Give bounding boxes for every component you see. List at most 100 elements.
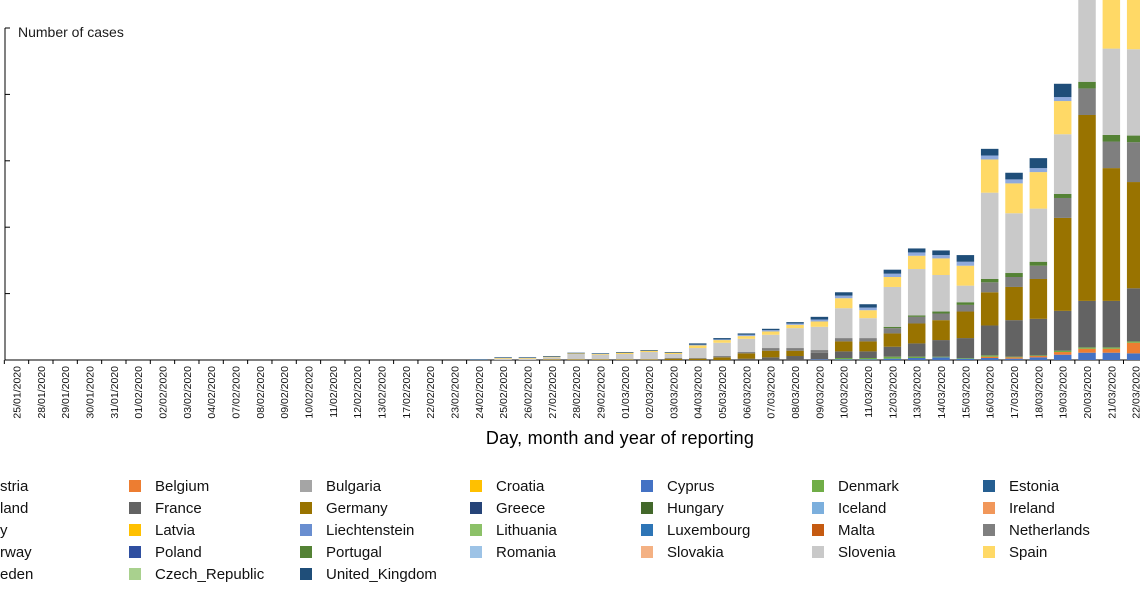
- legend-label: Poland: [155, 543, 202, 561]
- bar-segment-sweden-35: [834, 295, 853, 299]
- bar-segment-germany-39: [932, 320, 950, 341]
- legend-swatch: [129, 524, 141, 536]
- legend-item-austria: stria: [0, 475, 28, 497]
- bar-segment-germany-26: [616, 359, 634, 360]
- bar-segment-germany-38: [907, 323, 926, 344]
- legend-label: Denmark: [838, 477, 899, 495]
- bar-segment-sweden-44: [1053, 97, 1072, 102]
- bar-segment-portugal-39: [932, 311, 950, 314]
- bar-segment-france-38: [907, 343, 926, 357]
- bar-segment-austria-37: [883, 358, 902, 360]
- bar-segment-spain-36: [859, 310, 877, 319]
- legend-swatch: [300, 480, 312, 492]
- bar-segment-portugal-42: [1005, 273, 1023, 277]
- bar-segment-spain-24: [567, 353, 585, 355]
- bar-segment-united-kingdom-25: [591, 353, 610, 355]
- x-tick-label: 01/02/2020: [133, 366, 145, 419]
- bar-segment-portugal-44: [1053, 194, 1072, 198]
- bar-segment-slovenia-24: [567, 354, 585, 360]
- bar-segment-denmark-35: [834, 358, 853, 360]
- bar-segment-france-33: [786, 356, 804, 360]
- x-tick-label: 25/01/2020: [12, 366, 24, 419]
- bar-segment-slovenia-30: [713, 342, 731, 357]
- bar-segment-netherlands-28: [664, 358, 683, 359]
- x-tick-label: 19/03/2020: [1058, 366, 1070, 419]
- bar-segment-portugal-38: [907, 315, 926, 317]
- bar-segment-belgium-43: [1029, 356, 1048, 358]
- legend-label: land: [0, 499, 29, 517]
- bar-segment-slovenia-28: [664, 354, 683, 359]
- legend-item-estonia: Estonia: [983, 475, 1059, 497]
- bar-segment-sweden-31: [737, 334, 756, 337]
- bar-segment-united-kingdom-28: [664, 352, 683, 353]
- x-tick-label: 17/02/2020: [401, 366, 413, 419]
- x-tick-label: 09/03/2020: [814, 366, 826, 419]
- bar-segment-spain-22: [518, 358, 537, 359]
- bar-segment-france-41: [980, 325, 999, 356]
- bar-segment-portugal-37: [883, 326, 902, 329]
- bar-segment-united-kingdom-26: [616, 352, 634, 353]
- bar-segment-netherlands-40: [956, 304, 975, 312]
- legend-swatch: [129, 480, 141, 492]
- x-tick-label: 15/03/2020: [960, 366, 972, 419]
- legend-label: Croatia: [496, 477, 545, 495]
- legend-swatch: [300, 546, 312, 558]
- bar-segment-germany-37: [883, 333, 902, 347]
- bar-segment-austria-40: [956, 358, 975, 360]
- bar-segment-spain-44: [1053, 101, 1072, 135]
- bar-segment-spain-37: [883, 277, 902, 287]
- legend-label: rway: [0, 543, 32, 561]
- bar-segment-slovenia-39: [932, 275, 950, 312]
- bar-segment-slovenia-37: [883, 286, 902, 327]
- legend-swatch: [129, 568, 141, 580]
- bar-segment-france-37: [883, 346, 902, 357]
- legend-swatch: [983, 480, 995, 492]
- legend-swatch: [470, 524, 482, 536]
- x-tick-label: 03/02/2020: [182, 366, 194, 419]
- bar-segment-united-kingdom-34: [810, 316, 829, 320]
- bar-segment-denmark-37: [883, 356, 902, 359]
- bar-segment-spain-28: [664, 352, 683, 355]
- bar-segment-austria-41: [980, 358, 999, 360]
- legend-swatch: [641, 546, 653, 558]
- legend-swatch: [812, 502, 824, 514]
- bar-segment-netherlands-36: [859, 338, 877, 342]
- legend-swatch: [983, 524, 995, 536]
- bar-segment-slovenia-34: [810, 326, 829, 351]
- bar-segment-spain-31: [737, 336, 756, 339]
- x-tick-label: 12/03/2020: [887, 366, 899, 419]
- bar-segment-germany-43: [1029, 278, 1048, 319]
- legend-item-denmark: Denmark: [812, 475, 899, 497]
- legend-swatch: [983, 546, 995, 558]
- bar-segment-united-kingdom-37: [883, 269, 902, 274]
- bar-segment-sweden-33: [786, 323, 804, 325]
- legend-label: eden: [0, 565, 34, 583]
- bar-segment-spain-43: [1029, 172, 1048, 209]
- x-axis-label: Day, month and year of reporting: [485, 428, 755, 448]
- legend-item-slovakia: Slovakia: [641, 541, 724, 563]
- legend-item-liechtenstein: Liechtenstein: [300, 519, 414, 541]
- bar-segment-portugal-43: [1029, 261, 1048, 266]
- x-tick-label: 04/02/2020: [206, 366, 218, 419]
- legend-swatch: [300, 568, 312, 580]
- bar-segment-united-kingdom-22: [518, 357, 537, 359]
- bar-segment-germany-47: [1126, 182, 1140, 289]
- bar-segment-portugal-46: [1102, 134, 1121, 142]
- bar-segment-united-kingdom-44: [1053, 83, 1072, 98]
- bar-segment-denmark-46: [1102, 347, 1121, 349]
- bar-segment-france-39: [932, 340, 950, 357]
- legend-swatch: [300, 502, 312, 514]
- bar-segment-germany-36: [859, 341, 877, 352]
- legend-label: United_Kingdom: [326, 565, 437, 583]
- bar-segment-united-kingdom-31: [737, 333, 756, 335]
- bar-segment-spain-33: [786, 324, 804, 329]
- bar-segment-united-kingdom-27: [640, 350, 658, 351]
- legend-label: Romania: [496, 543, 557, 561]
- bar-segment-netherlands-30: [713, 356, 731, 358]
- bar-segment-france-47: [1126, 288, 1140, 342]
- legend-label: Germany: [326, 499, 388, 517]
- bar-segment-united-kingdom-42: [1005, 172, 1023, 180]
- bar-segment-netherlands-34: [810, 350, 829, 353]
- legend-swatch: [641, 502, 653, 514]
- legend-swatch: [300, 524, 312, 536]
